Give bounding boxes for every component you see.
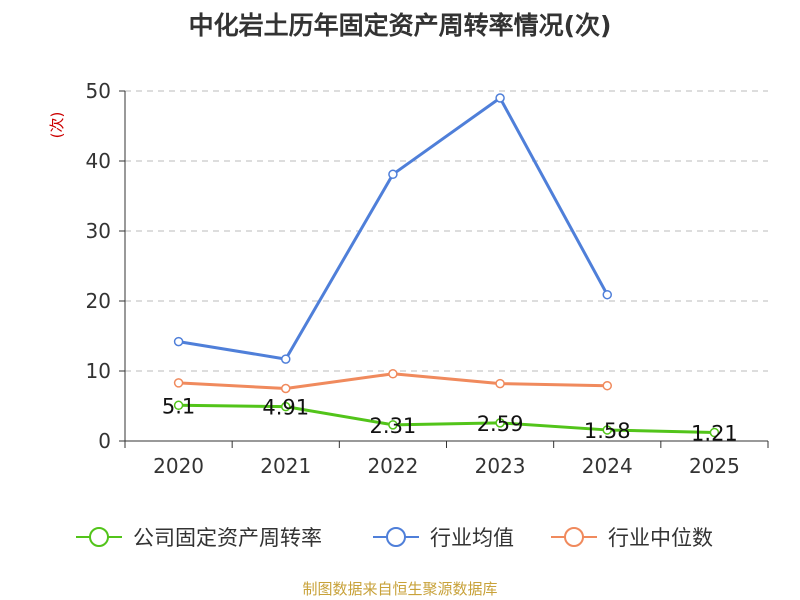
legend: 公司固定资产周转率 行业均值 行业中位数 — [76, 526, 713, 550]
data-point — [495, 418, 505, 428]
data-point — [709, 427, 720, 438]
data-point — [388, 369, 398, 379]
y-tick-label: 10 — [86, 359, 111, 383]
data-point — [602, 289, 612, 300]
data-point — [602, 425, 612, 435]
data-point — [495, 378, 505, 389]
y-tick-label: 20 — [86, 289, 111, 313]
data-point — [281, 401, 291, 412]
x-tick-label: 2021 — [260, 454, 311, 478]
data-label: 5.1 — [162, 394, 195, 418]
data-point — [602, 380, 612, 391]
data-label: 1.58 — [584, 419, 631, 443]
data-label: 4.91 — [262, 396, 309, 420]
grid-lines — [125, 90, 768, 372]
legend-label: 行业均值 — [430, 526, 514, 550]
data-point — [388, 169, 398, 180]
data-point — [173, 378, 184, 388]
y-tick-label: 40 — [86, 149, 111, 173]
legend-marker — [386, 527, 406, 547]
data-point — [495, 93, 505, 103]
data-point — [281, 383, 291, 394]
data-label: 1.21 — [691, 422, 738, 446]
data-point — [173, 400, 184, 411]
y-tick-label: 0 — [98, 429, 111, 453]
data-point — [388, 420, 398, 430]
series-line — [178, 403, 715, 435]
x-tick-label: 2020 — [153, 454, 204, 478]
legend-label: 公司固定资产周转率 — [133, 526, 322, 550]
y-tick-label: 30 — [86, 219, 111, 243]
y-axis-title: (次) — [48, 112, 66, 139]
x-tick-label: 2022 — [367, 454, 418, 478]
series-lines — [173, 93, 720, 438]
legend-marker — [89, 527, 109, 547]
data-labels: 5.1 4.91 2.31 2.59 1.58 1.21 — [162, 394, 738, 445]
x-tick-label: 2024 — [582, 454, 633, 478]
data-label: 2.59 — [477, 412, 524, 436]
series-line — [178, 96, 609, 361]
legend-marker — [564, 527, 584, 547]
data-label: 2.31 — [370, 414, 417, 438]
chart-title: 中化岩土历年固定资产周转率情况(次) — [188, 11, 612, 40]
data-point — [173, 336, 184, 347]
source-note: 制图数据来自恒生聚源数据库 — [302, 580, 498, 598]
x-tick-label: 2025 — [689, 454, 740, 478]
legend-label: 行业中位数 — [608, 526, 713, 550]
y-tick-label: 50 — [86, 79, 111, 103]
axes: 0 10 20 30 40 50 2020 2021 2022 2023 2024 2025 — [86, 79, 769, 478]
x-tick-label: 2023 — [475, 454, 526, 478]
data-point — [281, 354, 291, 364]
